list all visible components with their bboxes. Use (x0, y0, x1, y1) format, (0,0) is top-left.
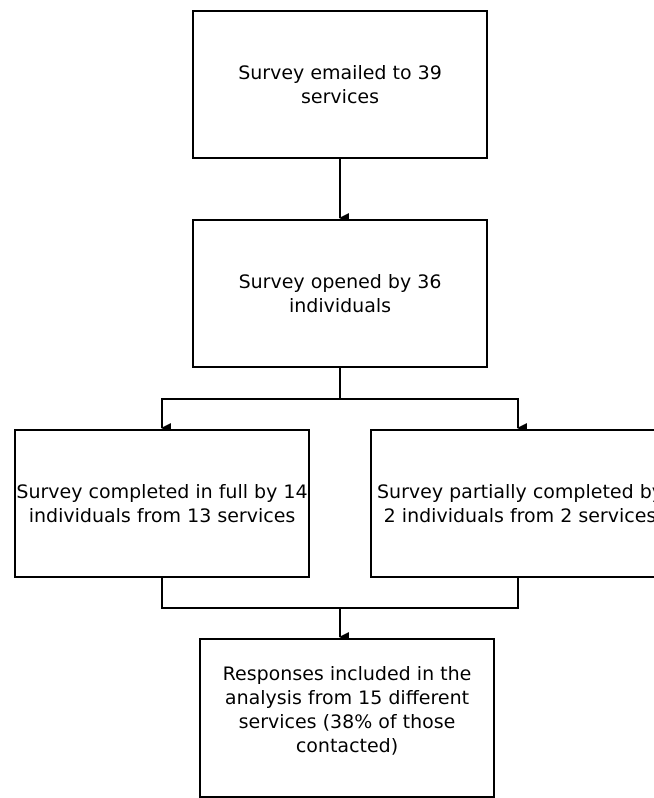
node-completed-full-label: Survey completed in full by 14 individua… (16, 480, 308, 527)
node-survey-opened: Survey opened by 36 individuals (192, 219, 488, 368)
node-completed-full: Survey completed in full by 14 individua… (14, 429, 310, 578)
node-survey-opened-label: Survey opened by 36 individuals (238, 270, 442, 317)
node-responses-included: Responses included in the analysis from … (199, 638, 495, 798)
node-partially-completed: Survey partially completed by 2 individu… (370, 429, 654, 578)
node-survey-emailed: Survey emailed to 39 services (192, 10, 488, 159)
node-responses-included-label: Responses included in the analysis from … (222, 663, 472, 757)
node-survey-emailed-label: Survey emailed to 39 services (238, 61, 442, 108)
split-connector (161, 368, 527, 433)
node-partially-completed-label: Survey partially completed by 2 individu… (376, 480, 654, 527)
merge-connector (161, 578, 519, 642)
